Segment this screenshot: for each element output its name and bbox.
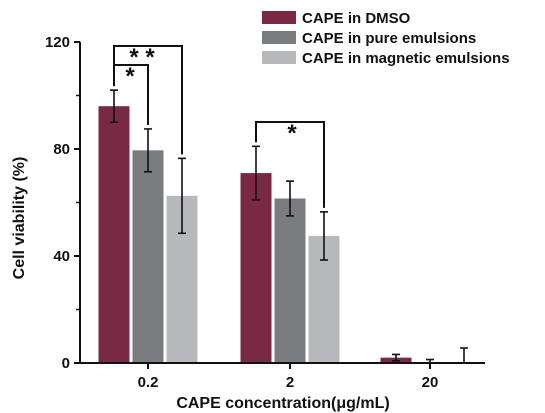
- bar-2-series-2: [274, 198, 306, 363]
- error-bar-0.2-series-2: [144, 128, 152, 173]
- bar-2-series-1: [240, 173, 272, 363]
- x-axis-title: CAPE concentration(μg/mL): [176, 395, 389, 412]
- y-tick-label-0: 0: [62, 355, 70, 372]
- bar-0.2-series-2: [132, 150, 164, 363]
- error-bar-0.2-series-1: [110, 89, 118, 124]
- x-tick-label-20: 20: [422, 374, 439, 391]
- legend-swatch: [262, 31, 296, 44]
- error-bar-0.2-series-3: [178, 157, 186, 235]
- x-tick-label-0.2: 0.2: [138, 374, 159, 391]
- legend-swatch: [262, 51, 296, 64]
- y-tick-label-80: 80: [53, 141, 70, 158]
- significance-label-3: *: [287, 120, 297, 147]
- y-tick-label-40: 40: [53, 248, 70, 265]
- legend-label: CAPE in magnetic emulsions: [302, 50, 510, 67]
- error-bar-2-series-3: [320, 211, 328, 261]
- legend-item-3: CAPE in magnetic emulsions: [262, 50, 510, 67]
- significance-label-2: * *: [129, 44, 155, 71]
- error-bar-2-series-2: [286, 180, 294, 217]
- legend-label: CAPE in pure emulsions: [302, 30, 476, 47]
- significance-label-1: *: [125, 63, 135, 90]
- error-bar-2-series-1: [252, 145, 260, 201]
- significance-layer: ** **: [113, 44, 325, 208]
- x-tick-label-2: 2: [286, 374, 294, 391]
- legend: CAPE in DMSO CAPE in pure emulsions CAPE i…: [262, 10, 510, 67]
- y-tick-label-120: 120: [45, 34, 70, 51]
- bar-0.2-series-1: [98, 106, 130, 363]
- legend-swatch: [262, 11, 296, 24]
- y-axis-title: Cell viability (%): [11, 157, 28, 280]
- significance-bracket-3: *: [255, 120, 325, 208]
- error-bar-20-series-3: [460, 347, 468, 364]
- significance-bracket-2: * *: [113, 44, 183, 155]
- error-bar-20-series-1: [392, 353, 400, 362]
- legend-item-1: CAPE in DMSO: [262, 10, 411, 27]
- ticks-layer: 0 40 80 120 0.2 2 20: [45, 34, 438, 391]
- legend-label: CAPE in DMSO: [302, 10, 411, 27]
- legend-item-2: CAPE in pure emulsions: [262, 30, 476, 47]
